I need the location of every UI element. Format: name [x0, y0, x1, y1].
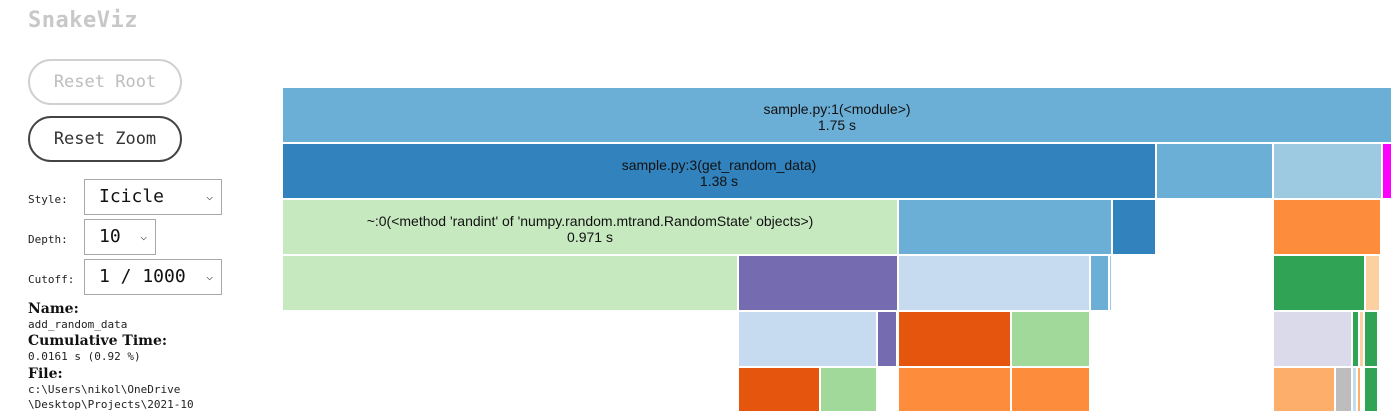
icicle-node[interactable] — [1273, 255, 1365, 311]
reset-root-button[interactable]: Reset Root — [28, 59, 182, 105]
info-file-value-line1: c:\Users\nikol\OneDrive — [28, 383, 181, 396]
node-label: sample.py:3(get_random_data) — [621, 157, 817, 173]
icicle-node[interactable] — [738, 255, 898, 311]
icicle-node-get-random-data[interactable]: sample.py:3(get_random_data) 1.38 s — [282, 143, 1156, 199]
chevron-down-icon: ⌵ — [140, 230, 147, 243]
icicle-node[interactable] — [1365, 255, 1380, 311]
info-file-label: File: — [28, 366, 63, 382]
style-select[interactable]: Icicle ⌵ — [84, 179, 222, 215]
info-cumtime-label: Cumulative Time: — [28, 333, 168, 349]
node-label: ~:0(<method 'randint' of 'numpy.random.m… — [366, 213, 814, 229]
icicle-node[interactable] — [1273, 199, 1381, 255]
icicle-node[interactable] — [282, 255, 738, 311]
icicle-node[interactable] — [1273, 143, 1382, 199]
style-label: Style: — [28, 193, 68, 206]
icicle-node[interactable] — [820, 367, 877, 412]
info-cumtime-value: 0.0161 s (0.92 %) — [28, 350, 141, 363]
cutoff-select[interactable]: 1 / 1000 ⌵ — [84, 259, 222, 295]
icicle-node[interactable] — [1156, 143, 1273, 199]
icicle-node[interactable] — [1112, 199, 1156, 255]
icicle-node[interactable] — [1364, 367, 1378, 412]
icicle-node[interactable] — [898, 311, 1011, 367]
info-name-label: Name: — [28, 301, 79, 317]
node-time: 1.38 s — [699, 173, 739, 189]
icicle-node[interactable] — [1364, 311, 1378, 367]
info-file-value-line2: \Desktop\Projects\2021-10 — [28, 398, 194, 411]
icicle-node[interactable] — [898, 367, 1011, 412]
icicle-node[interactable] — [898, 199, 1112, 255]
icicle-node[interactable] — [1352, 311, 1359, 367]
icicle-node[interactable] — [1335, 367, 1352, 412]
icicle-node-module[interactable]: sample.py:1(<module>) 1.75 s — [282, 87, 1392, 143]
reset-zoom-button[interactable]: Reset Zoom — [28, 116, 182, 162]
icicle-node[interactable] — [898, 255, 1090, 311]
icicle-node[interactable] — [1273, 367, 1335, 412]
icicle-node[interactable] — [1382, 143, 1392, 199]
icicle-node-randint[interactable]: ~:0(<method 'randint' of 'numpy.random.m… — [282, 199, 898, 255]
node-time: 0.971 s — [567, 229, 613, 245]
depth-select-value: 10 — [99, 226, 121, 247]
chevron-down-icon: ⌵ — [206, 270, 213, 283]
chevron-down-icon: ⌵ — [206, 190, 213, 203]
icicle-node[interactable] — [1011, 311, 1090, 367]
app-title: SnakeViz — [28, 8, 138, 33]
cutoff-label: Cutoff: — [28, 273, 75, 286]
node-time: 1.75 s — [817, 117, 857, 133]
depth-select[interactable]: 10 ⌵ — [84, 219, 156, 255]
icicle-node[interactable] — [738, 367, 820, 412]
icicle-node[interactable] — [738, 311, 877, 367]
icicle-node[interactable] — [877, 311, 897, 367]
node-label: sample.py:1(<module>) — [763, 101, 911, 117]
cutoff-select-value: 1 / 1000 — [99, 266, 186, 287]
icicle-node[interactable] — [1273, 311, 1352, 367]
icicle-node[interactable] — [1357, 367, 1361, 412]
style-select-value: Icicle — [99, 186, 165, 207]
icicle-node[interactable] — [1359, 311, 1364, 367]
icicle-node[interactable] — [1090, 255, 1109, 311]
icicle-node[interactable] — [1109, 255, 1112, 311]
icicle-node[interactable] — [1011, 367, 1090, 412]
depth-label: Depth: — [28, 233, 68, 246]
info-name-value: add_random_data — [28, 318, 128, 331]
